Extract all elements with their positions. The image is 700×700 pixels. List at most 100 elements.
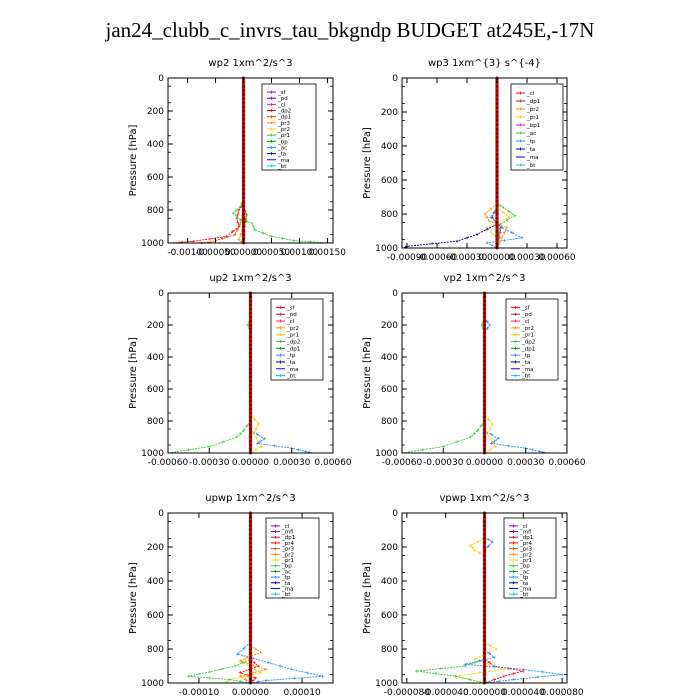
data-point xyxy=(483,427,486,431)
data-point xyxy=(249,532,252,536)
data-point xyxy=(494,445,497,449)
data-point xyxy=(495,131,499,135)
data-point xyxy=(495,212,499,216)
legend-marker xyxy=(274,564,277,568)
legend-marker xyxy=(519,107,522,111)
data-point xyxy=(242,101,246,105)
legend-label: _ta xyxy=(286,360,295,366)
data-point xyxy=(486,544,490,548)
legend-marker xyxy=(270,152,273,156)
data-point xyxy=(507,215,511,219)
legend-label: _tp xyxy=(519,575,529,581)
data-point xyxy=(249,303,252,307)
data-point xyxy=(242,134,246,138)
data-point xyxy=(483,651,486,655)
y-axis-label: Pressure [hPa] xyxy=(362,127,373,199)
data-point xyxy=(483,588,486,591)
data-point xyxy=(434,672,438,676)
data-point xyxy=(249,419,252,423)
data-point xyxy=(238,205,242,209)
data-point xyxy=(495,157,499,161)
data-point xyxy=(495,208,499,212)
data-point xyxy=(304,449,307,453)
y-axis-label: Pressure [hPa] xyxy=(128,562,139,634)
data-point xyxy=(238,671,242,675)
data-point xyxy=(249,431,252,435)
legend-label: _ta xyxy=(526,147,535,153)
data-point xyxy=(249,391,252,395)
data-point xyxy=(483,212,487,216)
data-point xyxy=(249,626,252,630)
data-point xyxy=(254,647,258,651)
legend-marker xyxy=(519,131,522,135)
series-line xyxy=(403,78,498,249)
y-tick-label: 0 xyxy=(158,509,164,519)
legend-label: _pr1 xyxy=(281,558,294,564)
data-point xyxy=(249,399,252,403)
data-point xyxy=(506,218,509,222)
x-tick-label: -0.000080 xyxy=(384,688,430,698)
x-tick-label: 0.00000 xyxy=(466,458,503,468)
data-point xyxy=(538,449,541,453)
y-tick-label: 200 xyxy=(147,107,164,117)
x-tick-label: 0.00060 xyxy=(548,458,585,468)
data-point xyxy=(475,232,479,236)
data-point xyxy=(228,678,232,682)
legend-marker xyxy=(270,164,273,168)
legend-marker xyxy=(270,90,273,94)
data-point xyxy=(207,676,211,680)
legend-marker xyxy=(514,346,517,350)
legend-marker xyxy=(270,121,273,125)
data-point xyxy=(242,204,246,208)
data-point xyxy=(305,671,309,675)
data-point xyxy=(503,231,506,235)
legend-label: _ma xyxy=(519,586,531,592)
legend-marker xyxy=(270,133,273,137)
legend-label: _bp xyxy=(277,139,288,145)
y-axis-label: Pressure [hPa] xyxy=(128,337,139,409)
data-point xyxy=(430,242,434,246)
data-point xyxy=(242,220,246,224)
data-point xyxy=(476,429,480,433)
legend-label: _dp1 xyxy=(526,99,540,105)
y-tick-label: 1000 xyxy=(141,679,164,689)
legend-marker xyxy=(514,312,517,316)
data-point xyxy=(254,436,258,440)
data-point xyxy=(490,243,494,247)
data-point xyxy=(249,403,252,407)
legend-label: _tp xyxy=(521,353,531,359)
data-point xyxy=(207,670,211,674)
legend-label: _pd xyxy=(286,312,297,318)
data-point xyxy=(249,634,252,638)
legend-box xyxy=(510,83,564,171)
legend-label: _dp1 xyxy=(519,535,533,541)
x-tick-label: -0.00030 xyxy=(447,253,488,263)
legend-marker xyxy=(512,569,515,573)
data-point xyxy=(242,171,246,175)
x-tick-label: 0.00100 xyxy=(281,248,318,258)
data-point xyxy=(251,225,255,228)
legend-marker xyxy=(512,535,515,539)
data-point xyxy=(249,549,252,553)
legend-label: _pr2 xyxy=(286,326,299,332)
y-tick-label: 400 xyxy=(381,577,398,587)
data-point xyxy=(242,233,246,237)
data-point xyxy=(478,671,482,675)
data-point xyxy=(489,433,493,437)
data-point xyxy=(249,562,252,566)
data-point xyxy=(489,441,493,445)
data-point xyxy=(249,315,252,319)
x-tick-label: 0.000040 xyxy=(502,688,545,698)
data-point xyxy=(251,432,255,436)
y-tick-label: 400 xyxy=(147,140,164,150)
data-point xyxy=(237,238,241,242)
panel-title: vpwp 1xm^2/s^3 xyxy=(439,493,529,504)
data-point xyxy=(483,524,486,528)
plot-frame xyxy=(167,77,334,244)
panel-title: vp2 1xm^2/s^3 xyxy=(444,273,526,284)
legend-label: _pr4 xyxy=(281,541,295,547)
data-point xyxy=(187,448,191,452)
data-point xyxy=(249,415,252,419)
legend-marker xyxy=(512,524,515,528)
